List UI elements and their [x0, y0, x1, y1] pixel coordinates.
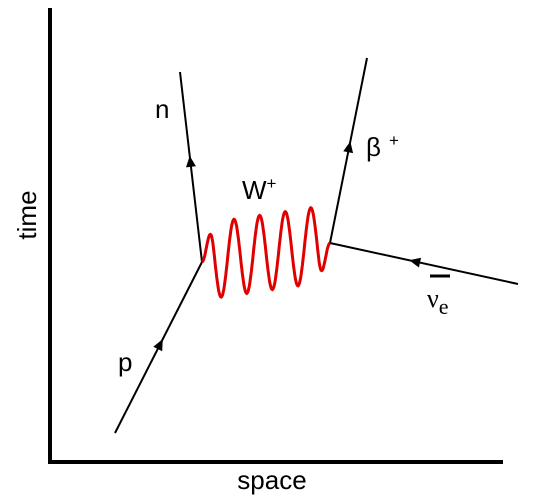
proton-label: p: [118, 347, 132, 377]
positron-label: β +: [366, 131, 399, 162]
neutrino-flavor: e: [439, 294, 449, 319]
proton-arrow: [153, 339, 163, 352]
boson-symbol: W: [242, 175, 267, 205]
neutrino-label: νe: [427, 284, 449, 319]
boson-charge: +: [267, 174, 277, 193]
w-boson-propagator: [201, 205, 331, 299]
neutrino-symbol: ν: [427, 284, 439, 313]
positron-symbol: β: [366, 132, 381, 162]
time-label: time: [12, 190, 42, 239]
neutrino-line: [329, 242, 519, 285]
boson-label: W+: [242, 174, 277, 205]
positron-arrow: [343, 141, 354, 154]
neutron-label: n: [155, 94, 169, 124]
neutrino-arrow: [409, 257, 422, 268]
neutron-line: [179, 71, 203, 263]
neutron-arrow: [186, 155, 196, 168]
space-label: space: [237, 465, 306, 495]
positron-charge: +: [389, 131, 399, 150]
